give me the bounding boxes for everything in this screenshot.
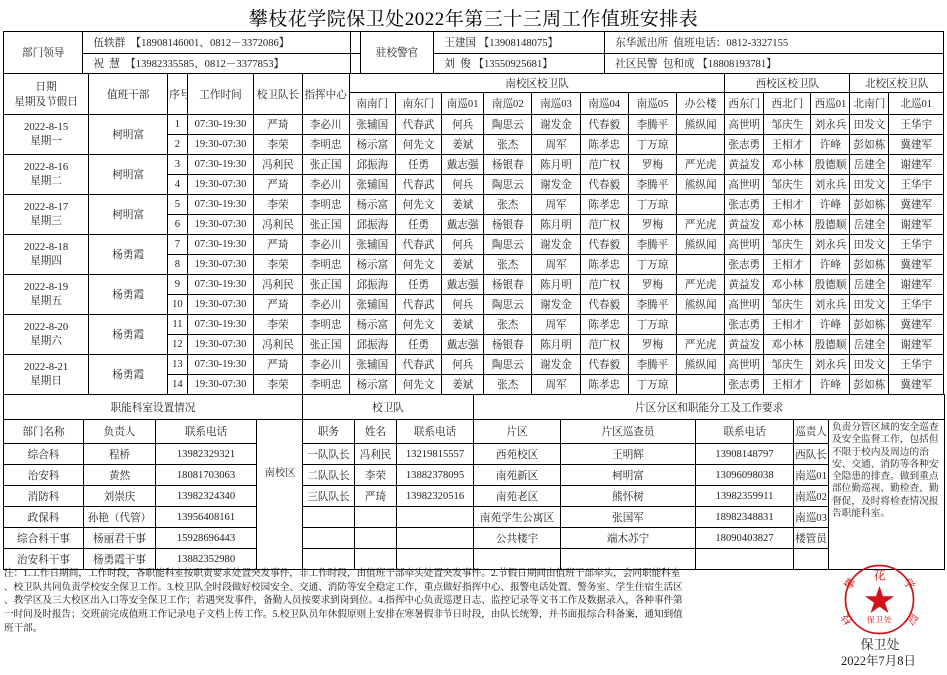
svg-text:保卫处: 保卫处 <box>867 615 893 626</box>
svg-text:花: 花 <box>873 566 886 584</box>
svg-text:院: 院 <box>903 610 922 628</box>
svg-text:攀: 攀 <box>840 575 859 593</box>
svg-text:枝: 枝 <box>837 610 856 628</box>
svg-text:学: 学 <box>900 575 919 593</box>
